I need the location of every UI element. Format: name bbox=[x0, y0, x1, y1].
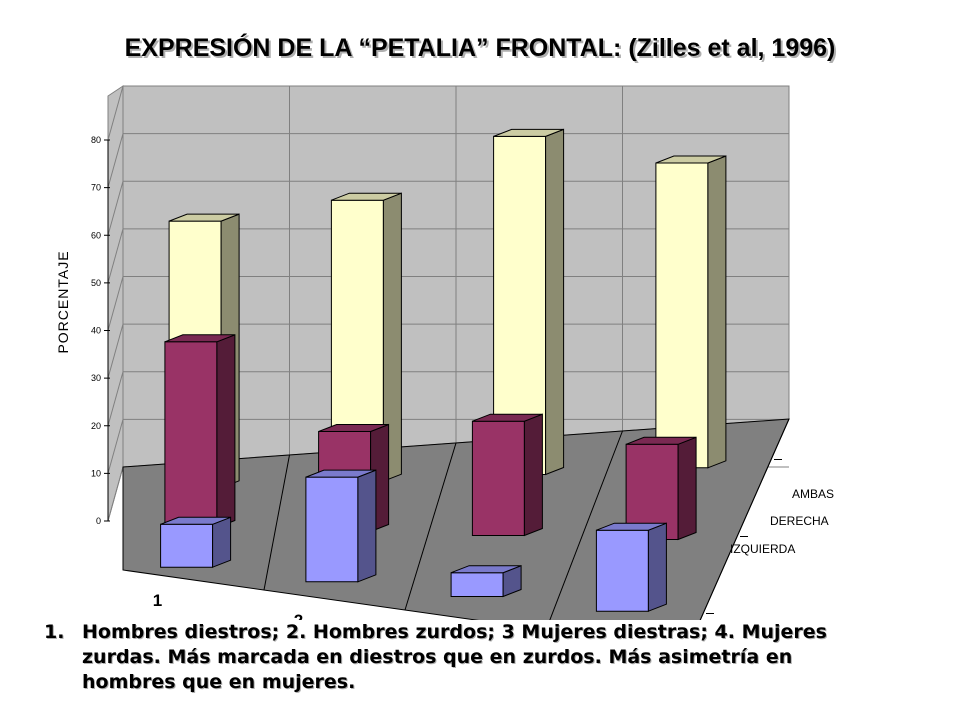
y-axis-label: PORCENTAJE bbox=[55, 250, 71, 353]
bar-front-face bbox=[160, 523, 214, 568]
bar-front-face bbox=[655, 162, 709, 469]
series-label-ambas: AMBAS bbox=[792, 487, 834, 501]
chart-title: EXPRESIÓN DE LA “PETALIA” FRONTAL: (Zill… bbox=[124, 34, 836, 62]
y-tick-label-0: 0 bbox=[96, 516, 101, 526]
gridline-side-0 bbox=[107, 466, 124, 522]
bar-top-face bbox=[493, 128, 564, 137]
bar-derecha-3 bbox=[471, 413, 543, 537]
bar-top-face bbox=[625, 436, 697, 445]
series-label-derecha: DERECHA bbox=[770, 514, 829, 528]
category-label-1: 1 bbox=[153, 591, 162, 610]
y-tick-label-10: 10 bbox=[91, 468, 101, 478]
bar-top-face bbox=[305, 469, 377, 478]
floor-divider-1 bbox=[263, 454, 290, 591]
bar-side-face bbox=[677, 436, 697, 541]
gridline-side-40 bbox=[107, 276, 124, 331]
series-label-izquierda: IZQUIERDA bbox=[730, 542, 795, 556]
bar-side-face bbox=[545, 128, 565, 476]
gridline-side-20 bbox=[107, 371, 124, 426]
bar-top-face bbox=[318, 424, 389, 432]
bar-izquierda-4 bbox=[595, 522, 667, 612]
category-label-2: 2 bbox=[294, 611, 303, 620]
y-tick-label-60: 60 bbox=[91, 230, 101, 240]
bar-top-face bbox=[472, 413, 543, 422]
bar-side-face bbox=[707, 155, 727, 469]
bar-derecha-1 bbox=[164, 334, 236, 529]
gridline-side-10 bbox=[107, 419, 124, 474]
depth-axis-line bbox=[699, 418, 790, 620]
bar-izquierda-2 bbox=[305, 469, 377, 583]
bar-side-face bbox=[523, 413, 543, 537]
y-tick-label-80: 80 bbox=[91, 135, 101, 145]
bar-front-face bbox=[450, 572, 504, 597]
bar-ambas-4 bbox=[655, 155, 727, 469]
y-tick-label-30: 30 bbox=[91, 373, 101, 383]
bar-top-face bbox=[164, 334, 236, 343]
bar-front-face bbox=[595, 529, 649, 612]
caption: 1. Hombres diestros; 2. Hombres zurdos; … bbox=[44, 620, 844, 695]
bar-front-face bbox=[471, 420, 525, 536]
y-tick-label-40: 40 bbox=[91, 326, 101, 336]
bar-side-face bbox=[647, 522, 667, 612]
bar-top-face bbox=[160, 516, 231, 525]
floor-divider-2 bbox=[404, 442, 457, 611]
gridline-side-60 bbox=[107, 181, 124, 236]
bar-side-face bbox=[216, 334, 236, 529]
floor-divider-3 bbox=[549, 430, 623, 620]
gridline-side-50 bbox=[107, 228, 124, 284]
bar-ambas-2 bbox=[330, 192, 402, 482]
bar-side-face bbox=[357, 469, 377, 583]
caption-number: 1. bbox=[44, 621, 65, 643]
bar-front-face bbox=[164, 341, 218, 528]
bar-side-face bbox=[212, 516, 232, 568]
y-tick-label-20: 20 bbox=[91, 421, 101, 431]
caption-text: Hombres diestros; 2. Hombres zurdos; 3 M… bbox=[82, 621, 827, 693]
y-tick-label-70: 70 bbox=[91, 183, 101, 193]
bar-top-face bbox=[596, 522, 667, 531]
y-tick-label-50: 50 bbox=[91, 278, 101, 288]
bar-derecha-4 bbox=[625, 436, 697, 541]
bar-izquierda-1 bbox=[160, 516, 232, 568]
bar-top-face bbox=[168, 213, 240, 222]
gridline-side-80 bbox=[107, 85, 124, 141]
bar-top-face bbox=[331, 192, 402, 201]
bar-izquierda-3 bbox=[450, 564, 522, 598]
bar-top-face bbox=[655, 155, 727, 164]
bar-top-face bbox=[450, 565, 522, 574]
chart-3d-bar: 01020304050607080PORCENTAJE1234AMBASDERE… bbox=[55, 85, 834, 620]
gridline-side-30 bbox=[107, 323, 124, 379]
bar-ambas-3 bbox=[493, 128, 565, 476]
bar-front-face bbox=[305, 476, 359, 583]
gridline-side-70 bbox=[107, 133, 124, 188]
